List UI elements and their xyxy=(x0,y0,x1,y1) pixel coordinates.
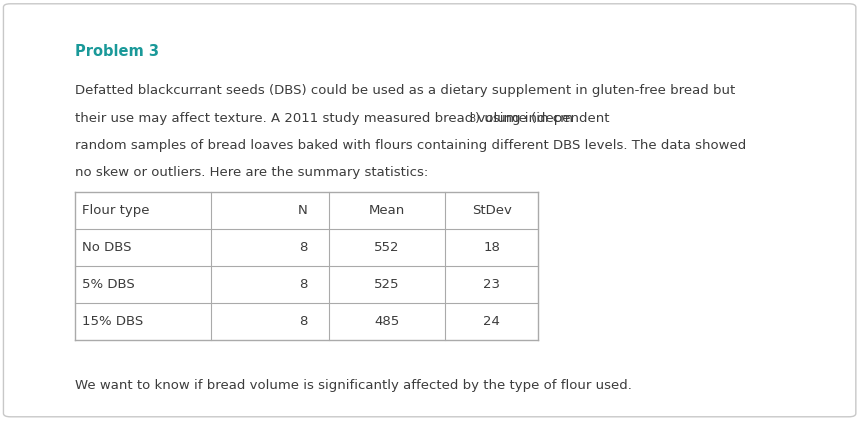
Text: 18: 18 xyxy=(483,241,500,253)
Text: 525: 525 xyxy=(375,278,400,290)
Text: 8: 8 xyxy=(299,278,307,290)
Text: StDev: StDev xyxy=(472,204,511,216)
Text: 15% DBS: 15% DBS xyxy=(82,315,143,328)
Text: N: N xyxy=(298,204,308,216)
Text: Mean: Mean xyxy=(369,204,406,216)
Text: 8: 8 xyxy=(299,241,307,253)
Text: 5% DBS: 5% DBS xyxy=(82,278,134,290)
Text: 485: 485 xyxy=(375,315,400,328)
Text: ) using independent: ) using independent xyxy=(475,112,610,125)
Text: 552: 552 xyxy=(375,241,400,253)
Text: 8: 8 xyxy=(299,315,307,328)
Text: Problem 3: Problem 3 xyxy=(75,44,159,59)
Text: random samples of bread loaves baked with flours containing different DBS levels: random samples of bread loaves baked wit… xyxy=(75,139,746,152)
Text: Flour type: Flour type xyxy=(82,204,149,216)
FancyArrow shape xyxy=(33,47,46,67)
Text: Defatted blackcurrant seeds (DBS) could be used as a dietary supplement in glute: Defatted blackcurrant seeds (DBS) could … xyxy=(75,84,735,97)
Text: No DBS: No DBS xyxy=(82,241,131,253)
Text: 3: 3 xyxy=(469,114,475,124)
Text: We want to know if bread volume is significantly affected by the type of flour u: We want to know if bread volume is signi… xyxy=(75,379,632,392)
Text: 23: 23 xyxy=(483,278,500,290)
FancyBboxPatch shape xyxy=(32,32,51,82)
Text: their use may affect texture. A 2011 study measured bread volume (in cm: their use may affect texture. A 2011 stu… xyxy=(75,112,573,125)
Text: no skew or outliers. Here are the summary statistics:: no skew or outliers. Here are the summar… xyxy=(75,166,428,179)
Text: 24: 24 xyxy=(483,315,500,328)
